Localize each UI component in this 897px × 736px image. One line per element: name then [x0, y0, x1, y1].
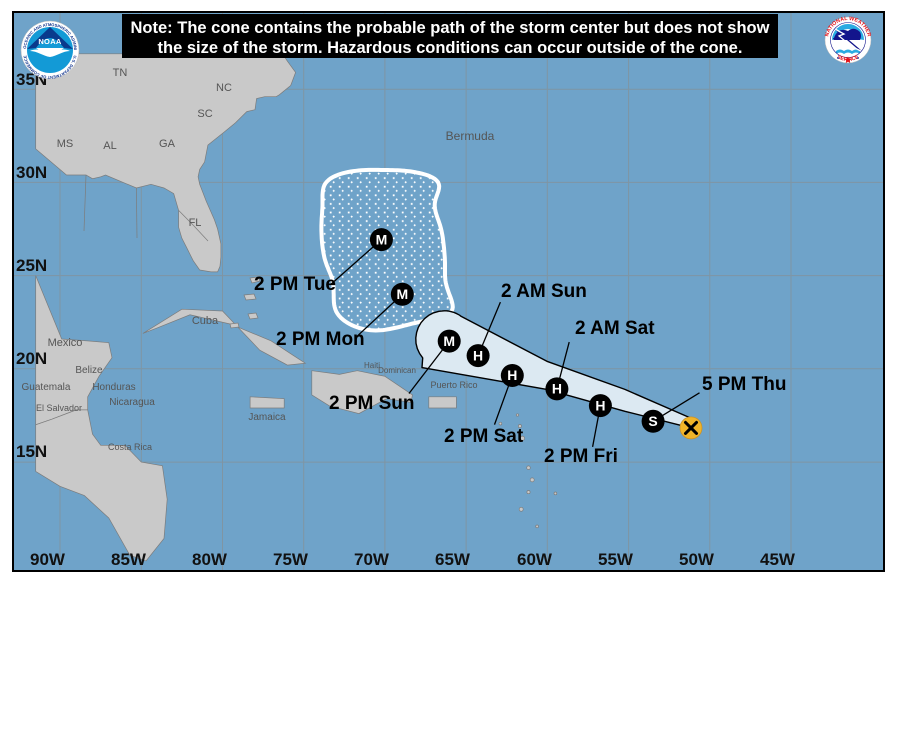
svg-text:2 PM Mon: 2 PM Mon — [276, 329, 365, 350]
svg-text:70W: 70W — [354, 550, 390, 569]
svg-text:H: H — [507, 367, 517, 383]
svg-text:Guatemala: Guatemala — [22, 382, 71, 393]
svg-text:Puerto Rico: Puerto Rico — [430, 380, 477, 390]
svg-text:NOAA: NOAA — [38, 37, 62, 46]
svg-text:2 AM Sun: 2 AM Sun — [501, 281, 587, 302]
svg-text:90W: 90W — [30, 550, 66, 569]
svg-text:Cuba: Cuba — [192, 315, 219, 327]
svg-text:Jamaica: Jamaica — [248, 412, 286, 423]
svg-text:S: S — [648, 413, 657, 429]
svg-text:2 PM Sun: 2 PM Sun — [329, 393, 415, 414]
svg-text:60W: 60W — [517, 550, 553, 569]
svg-text:20N: 20N — [16, 349, 47, 368]
svg-text:2 AM Sat: 2 AM Sat — [575, 318, 655, 339]
svg-text:Belize: Belize — [75, 365, 103, 376]
svg-text:65W: 65W — [435, 550, 471, 569]
svg-text:75W: 75W — [273, 550, 309, 569]
svg-text:GA: GA — [159, 138, 176, 150]
svg-text:M: M — [443, 333, 455, 349]
svg-text:Nicaragua: Nicaragua — [109, 397, 155, 408]
svg-text:M: M — [396, 286, 408, 302]
svg-text:Mexico: Mexico — [48, 337, 83, 349]
svg-text:SC: SC — [197, 108, 212, 120]
svg-text:2 PM Tue: 2 PM Tue — [254, 274, 336, 295]
svg-text:30N: 30N — [16, 163, 47, 182]
svg-text:55W: 55W — [598, 550, 634, 569]
svg-text:15N: 15N — [16, 442, 47, 461]
svg-text:45W: 45W — [760, 550, 796, 569]
svg-text:Honduras: Honduras — [92, 382, 135, 393]
svg-text:50W: 50W — [679, 550, 715, 569]
svg-text:NC: NC — [216, 82, 232, 94]
svg-text:M: M — [376, 231, 388, 247]
svg-text:25N: 25N — [16, 256, 47, 275]
svg-text:El Salvador: El Salvador — [36, 403, 82, 413]
svg-text:Dominican: Dominican — [378, 366, 416, 375]
svg-text:Costa Rica: Costa Rica — [108, 442, 152, 452]
svg-text:AL: AL — [103, 140, 116, 152]
svg-text:5 PM Thu: 5 PM Thu — [702, 374, 786, 395]
svg-text:FL: FL — [189, 217, 202, 229]
svg-text:MS: MS — [57, 138, 74, 150]
svg-text:2 PM Sat: 2 PM Sat — [444, 426, 524, 447]
svg-text:85W: 85W — [111, 550, 147, 569]
svg-text:H: H — [595, 397, 605, 413]
svg-text:Bermuda: Bermuda — [446, 129, 495, 143]
svg-text:H: H — [473, 347, 483, 363]
svg-text:H: H — [552, 381, 562, 397]
svg-text:TN: TN — [113, 67, 128, 79]
svg-text:2 PM Fri: 2 PM Fri — [544, 446, 618, 467]
svg-text:80W: 80W — [192, 550, 228, 569]
